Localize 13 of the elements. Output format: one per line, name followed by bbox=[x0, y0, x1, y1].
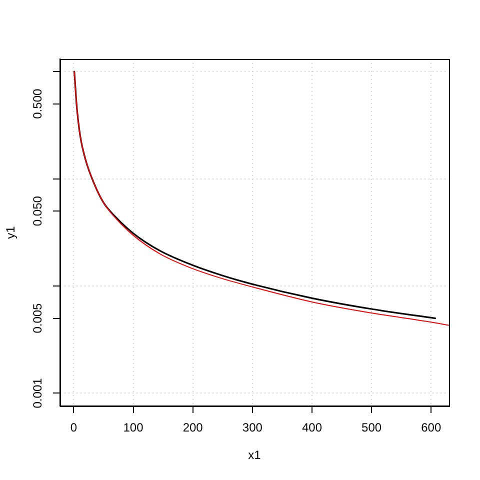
y-tick-label: 0.001 bbox=[30, 378, 44, 408]
y-axis-title: y1 bbox=[4, 226, 18, 239]
x-tick-label: 100 bbox=[123, 420, 144, 435]
x-tick-label: 500 bbox=[362, 420, 382, 435]
x-tick-label: 200 bbox=[182, 420, 204, 435]
y-tick-label: 0.050 bbox=[30, 196, 44, 226]
x-axis-title: x1 bbox=[248, 448, 262, 462]
x-tick-label: 300 bbox=[242, 420, 263, 435]
x-tick-label: 600 bbox=[421, 420, 442, 435]
y-tick-label: 0.500 bbox=[30, 88, 44, 119]
x-tick-label: 400 bbox=[302, 420, 322, 435]
x-tick-label: 0 bbox=[70, 420, 78, 435]
y-tick-label: 0.005 bbox=[30, 302, 44, 334]
